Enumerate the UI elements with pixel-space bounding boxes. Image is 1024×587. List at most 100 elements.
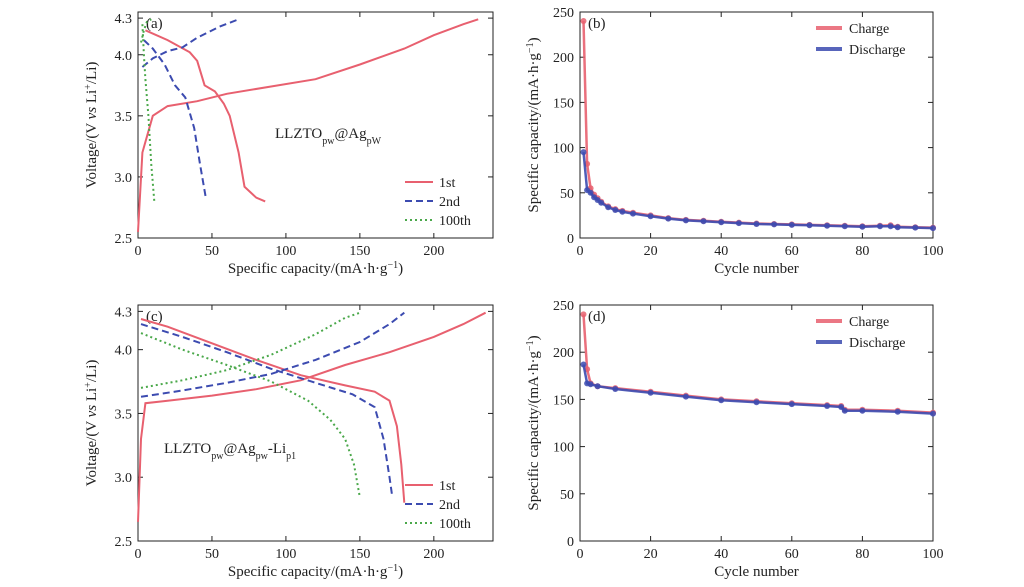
legend-label-100th: 100th xyxy=(439,214,471,229)
series-point-Discharge xyxy=(894,408,901,415)
y-axis-label-vs: vs xyxy=(84,405,100,418)
x-axis-label: Specific capacity/(mA·h·g−1) xyxy=(228,563,403,581)
y-tick-label: 0 xyxy=(567,535,574,550)
series-point-Discharge xyxy=(753,399,760,406)
x-tick-label: 0 xyxy=(577,547,584,562)
series-point-Discharge xyxy=(598,199,605,206)
y-tick-label: 200 xyxy=(553,51,574,66)
series-point-Discharge xyxy=(859,407,866,414)
series-point-Discharge xyxy=(806,222,813,229)
y-axis-label: Voltage/(V vs Li+/Li) xyxy=(83,360,101,487)
y-tick-label: 150 xyxy=(553,96,574,111)
series-point-Discharge xyxy=(587,381,594,388)
series-point-Discharge xyxy=(647,213,654,220)
series-point-Discharge xyxy=(841,407,848,414)
series-line-100th-discharge xyxy=(140,332,361,498)
x-tick-label: 150 xyxy=(349,244,370,259)
legend-label-Discharge: Discharge xyxy=(849,336,906,351)
legend-label-1st: 1st xyxy=(439,176,455,191)
series-line-Discharge xyxy=(582,151,934,230)
chart-panel-a: 0 50 100 150 200 2.5 3.0 3.5 4.0 4.3 (a) Specific c… xyxy=(83,11,494,278)
series-point-Discharge xyxy=(580,361,587,368)
x-tick-label: 100 xyxy=(275,244,296,259)
series-point-Discharge xyxy=(824,222,831,229)
y-tick-label: 4.0 xyxy=(115,49,133,64)
series-point-Discharge xyxy=(580,149,587,156)
y-tick-label: 4.3 xyxy=(115,305,133,320)
series-point-Discharge xyxy=(718,397,725,404)
y-tick-label: 0 xyxy=(567,232,574,247)
y-axis-label-sup: + xyxy=(83,84,94,90)
panel-label: (b) xyxy=(588,16,606,32)
y-tick-label: 2.5 xyxy=(115,535,133,550)
chart-annotation: LLZTOpw@AgpW xyxy=(275,126,382,147)
x-axis-label-end: ) xyxy=(398,261,403,277)
series-point-Discharge xyxy=(838,404,845,410)
chart-panel-d: 0 20 40 60 80 100 0 50 100 150 200 250 (d) Cycle numb… xyxy=(525,299,944,580)
y-tick-label: 2.5 xyxy=(115,232,133,247)
y-tick-label: 100 xyxy=(553,142,574,157)
x-tick-label: 100 xyxy=(923,547,944,562)
legend-label-2nd: 2nd xyxy=(439,195,460,210)
series-point-Discharge xyxy=(824,403,831,409)
annotation-text-tail: -Li xyxy=(268,441,286,457)
y-axis-label: Specific capacity/(mA·h·g−1) xyxy=(525,335,543,510)
x-tick-label: 60 xyxy=(785,547,799,562)
plot-frame xyxy=(579,11,934,239)
series-point-Discharge xyxy=(647,389,654,396)
x-axis-label: Specific capacity/(mA·h·g−1) xyxy=(228,260,403,278)
series-point-Discharge xyxy=(912,224,919,231)
annotation-text-mid: @Ag xyxy=(334,126,367,142)
y-axis-label: Specific capacity/(mA·h·g−1) xyxy=(525,37,543,212)
plot-frame xyxy=(137,304,494,542)
x-axis-label-text: Specific capacity/(mA·h·g xyxy=(228,261,388,277)
y-axis-label-end: /Li) xyxy=(84,360,100,383)
y-axis-label-sup: −1 xyxy=(525,42,536,53)
x-tick-label: 0 xyxy=(577,244,584,259)
series-point-Discharge xyxy=(587,189,594,196)
series-point-Discharge xyxy=(887,223,894,230)
x-tick-label: 0 xyxy=(135,244,142,259)
series-point-Discharge xyxy=(594,383,601,390)
y-tick-label: 3.0 xyxy=(115,171,133,186)
x-tick-label: 20 xyxy=(644,547,658,562)
series-line-1st-discharge xyxy=(144,29,266,203)
y-axis-label-li: Li xyxy=(84,388,100,405)
annotation-sub: pw xyxy=(256,451,269,462)
x-tick-label: 40 xyxy=(714,547,728,562)
y-tick-label: 3.5 xyxy=(115,407,133,422)
series-line-2nd-discharge xyxy=(143,39,207,200)
series-line-2nd-charge xyxy=(141,18,239,68)
annotation-sub: p1 xyxy=(286,451,296,462)
annotation-text: LLZTO xyxy=(164,441,211,457)
series-point-Discharge xyxy=(735,220,742,227)
series-line-100th-discharge xyxy=(141,24,156,202)
legend-label-1st: 1st xyxy=(439,479,455,494)
x-tick-label: 80 xyxy=(855,547,869,562)
x-tick-label: 100 xyxy=(923,244,944,259)
series-point-Discharge xyxy=(930,410,936,417)
chart-panel-b: 0 20 40 60 80 100 0 50 100 150 200 250 (b) Cycle numb… xyxy=(525,6,944,277)
x-tick-label: 20 xyxy=(644,244,658,259)
x-tick-label: 200 xyxy=(423,547,444,562)
panel-label: (a) xyxy=(146,16,163,32)
x-tick-label: 200 xyxy=(423,244,444,259)
series-point-Discharge xyxy=(605,204,612,211)
x-axis-label: Cycle number xyxy=(714,564,799,580)
series-line-100th-charge xyxy=(140,311,361,389)
y-tick-label: 50 xyxy=(560,187,574,202)
y-tick-label: 4.3 xyxy=(115,12,133,27)
y-axis-label-sup: −1 xyxy=(525,340,536,351)
series-point-Discharge xyxy=(877,223,883,230)
series-point-Discharge xyxy=(682,217,689,224)
series-line-2nd-discharge xyxy=(140,323,394,498)
series-point-Discharge xyxy=(753,221,760,227)
annotation-sub: pW xyxy=(367,136,382,147)
y-axis-label-vs: vs xyxy=(84,107,100,120)
y-axis-label-end: ) xyxy=(526,37,542,42)
annotation-sub: pw xyxy=(322,136,335,147)
y-tick-label: 3.0 xyxy=(115,471,133,486)
y-axis-label-sup: + xyxy=(83,382,94,388)
